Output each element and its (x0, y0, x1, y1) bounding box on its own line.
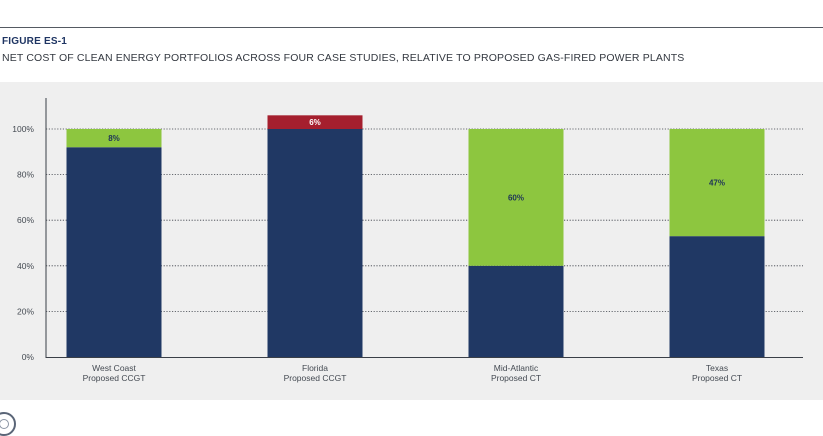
y-tick-label: 40% (17, 261, 34, 271)
bar-segment (669, 236, 765, 357)
category-label: West Coast (92, 363, 136, 373)
y-tick-label: 0% (22, 352, 35, 362)
category-label: Proposed CCGT (284, 373, 347, 383)
y-tick-label: 20% (17, 306, 34, 316)
data-label: 60% (508, 193, 524, 202)
data-label: 8% (108, 134, 120, 143)
category-label: Texas (706, 363, 728, 373)
category-label: Proposed CCGT (83, 373, 146, 383)
y-tick-label: 60% (17, 215, 34, 225)
bar-segment (669, 129, 765, 237)
y-tick-label: 80% (17, 170, 34, 180)
figure-title: NET COST OF CLEAN ENERGY PORTFOLIOS ACRO… (2, 52, 685, 64)
stacked-bar-chart: 100%80%60%40%20%0%8%6%60%47%West CoastPr… (12, 98, 803, 383)
data-label: 6% (309, 118, 321, 127)
bar-segment (267, 115, 363, 129)
category-label: Proposed CT (692, 373, 742, 383)
data-label: 47% (709, 179, 725, 188)
bar-segment (468, 265, 564, 357)
bar-segment (66, 147, 162, 357)
organization-seal-icon (0, 412, 16, 436)
category-label: Mid-Atlantic (494, 363, 539, 373)
bar-segment (468, 129, 564, 266)
top-rule (0, 27, 823, 28)
bar-segment (267, 129, 363, 357)
category-label: Proposed CT (491, 373, 541, 383)
chart-panel: 100% 80% 60% 40% 20% 0% 8% 6% 60% 47% West Coast Pr… (0, 82, 823, 400)
figure-label: FIGURE ES-1 (2, 36, 67, 47)
bar-segment (66, 129, 162, 148)
y-tick-label: 100% (12, 124, 34, 134)
category-label: Florida (302, 363, 328, 373)
